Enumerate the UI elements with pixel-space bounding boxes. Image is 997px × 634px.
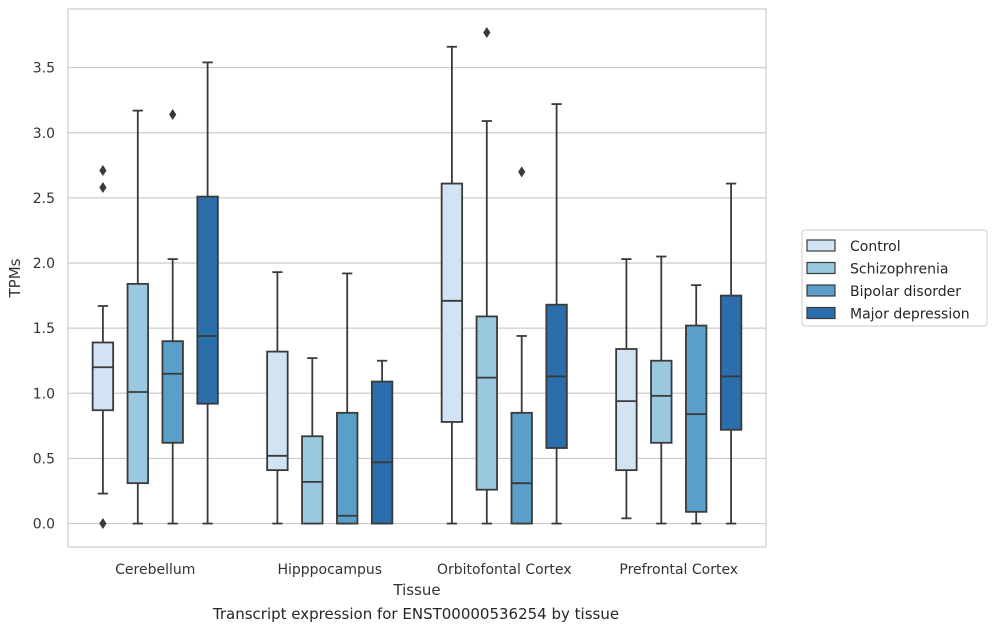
outlier-point (518, 166, 526, 178)
box (126, 109, 149, 525)
iqr-box (719, 294, 743, 431)
y-axis-label: TPMs (6, 258, 24, 298)
y-tick-label: 2.0 (33, 256, 55, 272)
box (161, 109, 184, 525)
iqr-box (126, 282, 149, 485)
iqr-box (336, 411, 359, 525)
box (719, 182, 743, 525)
box (510, 166, 533, 525)
y-ticks: 0.0 0.5 1.0 1.5 2.0 2.5 3.0 3.5 (33, 61, 55, 533)
box (475, 26, 498, 525)
legend-label: Major depression (850, 307, 970, 323)
plot-frame (67, 8, 767, 548)
iqr-box (440, 182, 464, 423)
iqr-box (196, 195, 219, 405)
y-tick-label: 2.5 (33, 191, 55, 207)
iqr-box (475, 315, 498, 491)
box (196, 61, 219, 525)
iqr-box (301, 435, 324, 525)
box (440, 45, 464, 525)
chart-caption: Transcript expression for ENST0000053625… (212, 605, 620, 623)
outlier-point (99, 165, 107, 177)
outlier-point (483, 26, 491, 38)
outlier-point (99, 518, 107, 530)
legend-label: Control (850, 239, 901, 255)
box (301, 357, 324, 525)
box (370, 359, 394, 525)
iqr-box (266, 350, 289, 472)
x-tick-label: Hipppocampus (277, 562, 382, 578)
y-tick-label: 0.0 (33, 517, 55, 533)
iqr-box (650, 359, 673, 444)
x-tick-label: Prefrontal Cortex (619, 562, 738, 578)
iqr-box (615, 348, 638, 472)
legend: Control Schizophrenia Bipolar disorder Majo… (801, 229, 988, 327)
iqr-box (685, 324, 708, 513)
box (91, 165, 115, 530)
outlier-point (99, 181, 107, 193)
legend-swatch (806, 306, 836, 320)
legend-swatch (806, 284, 836, 297)
legend-label: Schizophrenia (850, 262, 948, 278)
legend-label: Bipolar disorder (850, 284, 961, 300)
legend-swatch (806, 261, 836, 275)
y-tick-label: 0.5 (33, 451, 55, 467)
iqr-box (161, 340, 184, 444)
x-axis-label: Tissue (392, 581, 440, 599)
box (650, 255, 673, 525)
y-tick-label: 3.0 (33, 126, 55, 142)
x-tick-label: Cerebellum (115, 562, 195, 578)
x-ticks: Cerebellum Hipppocampus Orbitofontal Corte… (115, 562, 738, 578)
series-control (91, 45, 638, 530)
box (336, 272, 359, 525)
box (545, 103, 568, 525)
series-major-depression (196, 61, 743, 525)
box-groups (91, 26, 743, 530)
box (266, 271, 289, 525)
box (685, 284, 708, 525)
series-schizophrenia (126, 26, 673, 525)
iqr-box (510, 411, 533, 525)
iqr-box (91, 341, 115, 412)
legend-swatch (806, 239, 836, 252)
y-tick-label: 1.5 (33, 321, 55, 337)
y-tick-label: 3.5 (33, 61, 55, 77)
series-bipolar-disorder (161, 109, 708, 525)
y-tick-label: 1.0 (33, 386, 55, 402)
legend-frame (801, 229, 988, 327)
x-tick-label: Orbitofontal Cortex (437, 562, 572, 578)
outlier-point (169, 109, 177, 121)
box (615, 258, 638, 520)
iqr-box (370, 380, 394, 525)
grid-lines (68, 67, 766, 525)
